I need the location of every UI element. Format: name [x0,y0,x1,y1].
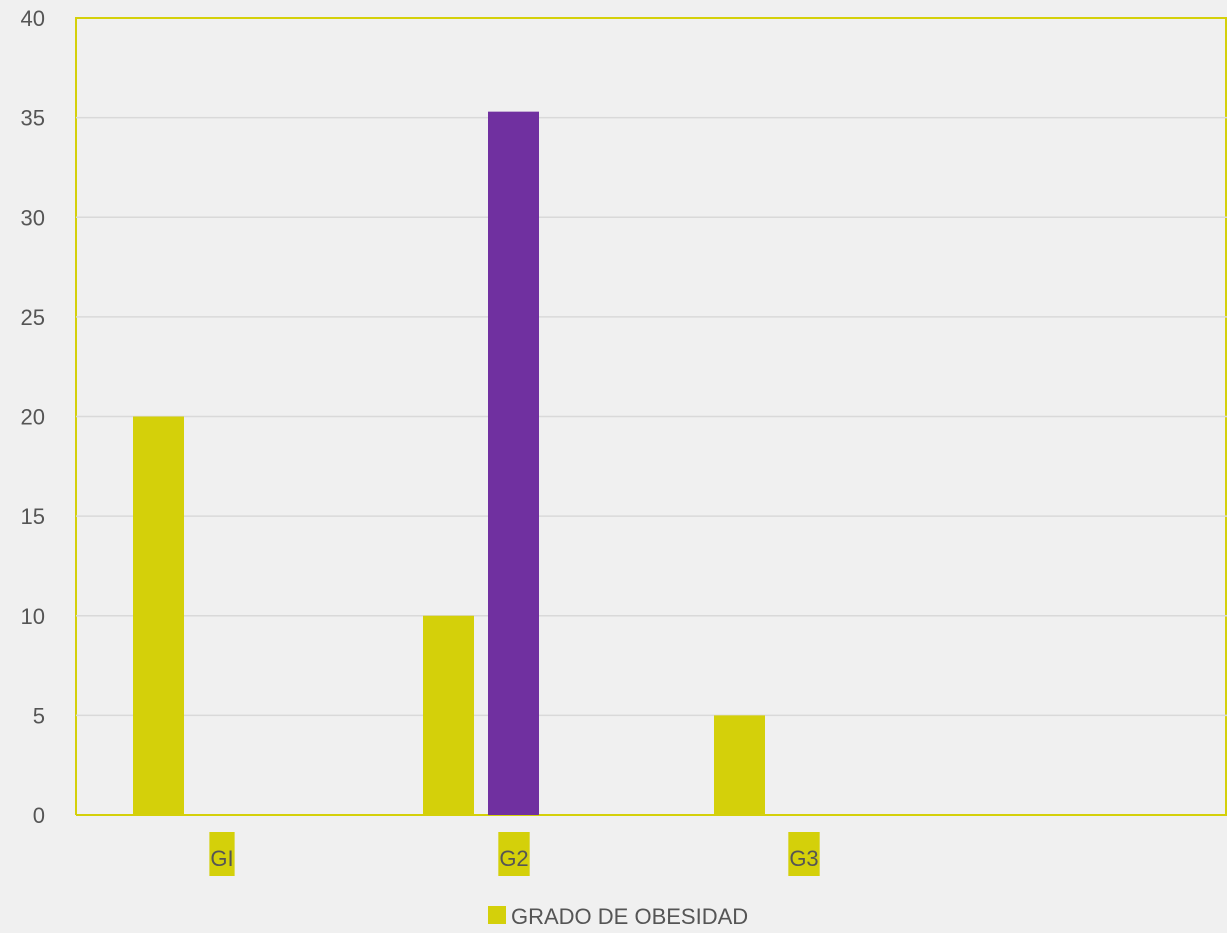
y-tick-label: 30 [21,205,45,230]
bar-g2-series-1 [423,615,474,815]
category-label-highlight [498,832,530,876]
y-tick-label: 5 [33,703,45,728]
bar-g3-series-1 [714,715,765,815]
y-tick-label: 25 [21,305,45,330]
y-tick-label: 0 [33,803,45,828]
bar-gi-series-1 [133,416,184,815]
category-label-highlight [209,832,235,876]
category-label-highlight [788,832,820,876]
x-category-label: G2 [499,846,528,871]
bar-g2-series-2 [488,111,539,815]
y-tick-label: 35 [21,106,45,131]
legend-label: GRADO DE OBESIDAD [511,904,748,929]
y-tick-label: 15 [21,504,45,529]
x-category-label: GI [210,846,233,871]
y-tick-label: 40 [21,6,45,31]
y-tick-label: 10 [21,604,45,629]
legend-swatch [488,906,506,924]
y-tick-label: 20 [21,405,45,430]
x-category-label: G3 [789,846,818,871]
